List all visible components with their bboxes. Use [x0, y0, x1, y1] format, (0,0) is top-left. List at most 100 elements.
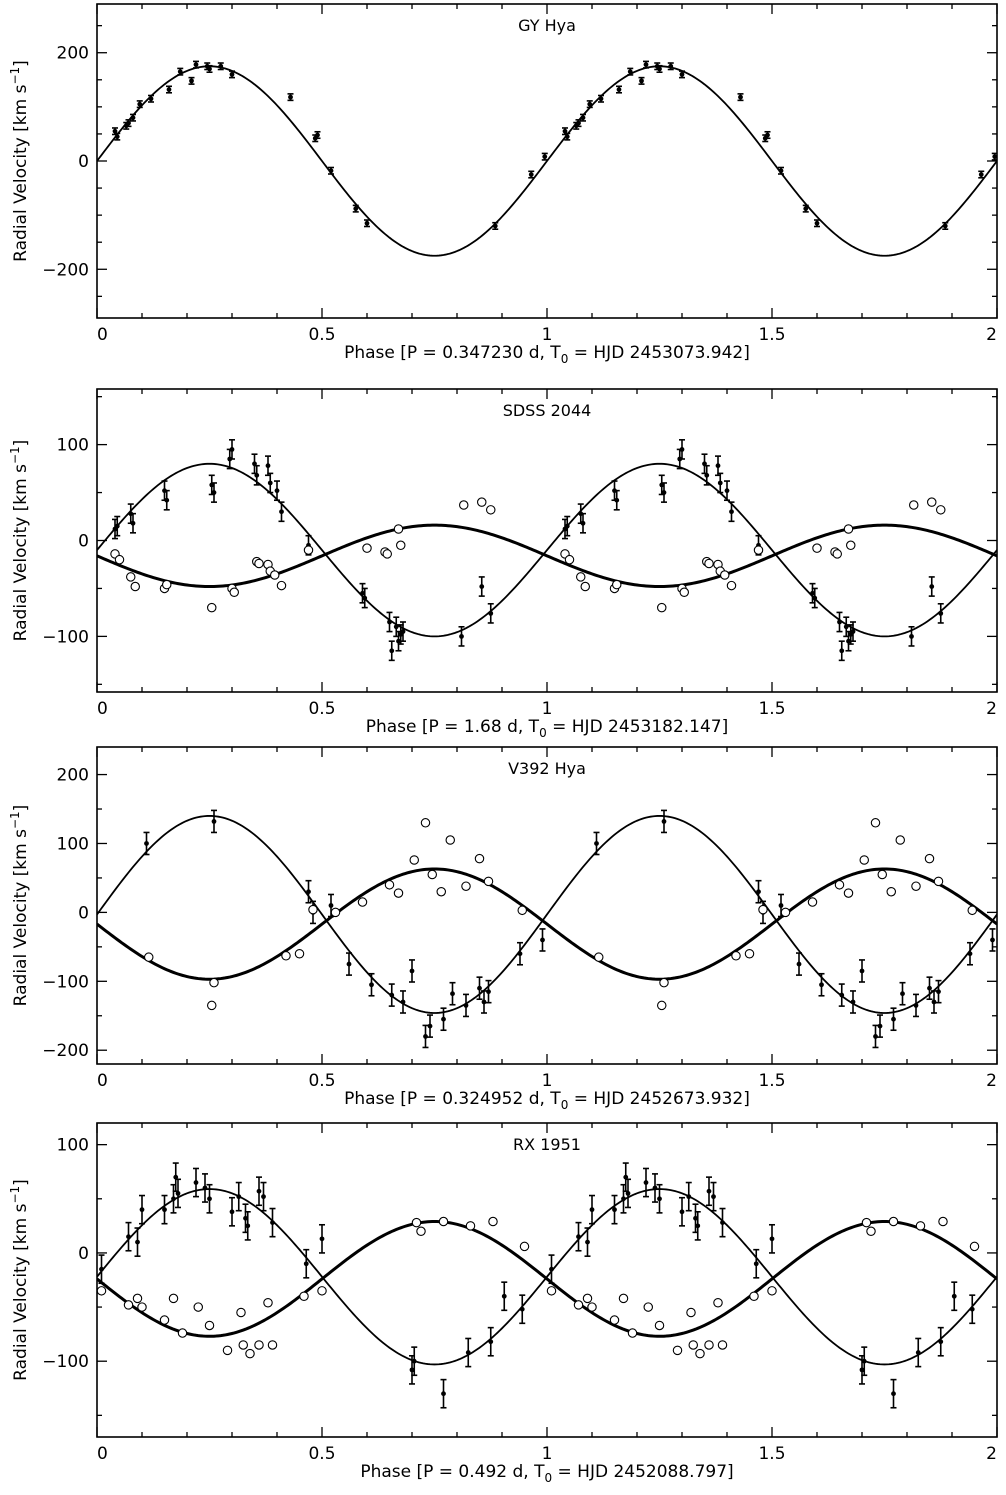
- data-point-open: [114, 554, 125, 565]
- data-point-filled: [256, 1188, 262, 1194]
- x-tick-label: 1: [542, 1444, 553, 1464]
- data-point-filled: [492, 223, 498, 229]
- data-point-open: [317, 1286, 327, 1296]
- plot-area: [97, 60, 997, 257]
- data-point-open: [483, 876, 494, 887]
- fit-curve: [97, 815, 997, 1014]
- data-point-open: [843, 524, 854, 534]
- fit-curve: [97, 867, 997, 981]
- data-point-filled: [135, 1239, 140, 1245]
- y-tick-label: −100: [42, 1352, 89, 1372]
- data-point-filled: [114, 523, 120, 529]
- data-point-open: [726, 580, 737, 591]
- data-point-filled: [625, 1190, 631, 1196]
- data-point-filled: [389, 648, 395, 654]
- data-point-open: [362, 543, 372, 553]
- data-point-open: [812, 543, 822, 553]
- data-point-filled: [501, 1293, 507, 1299]
- data-point-filled: [843, 624, 849, 630]
- data-point-open: [281, 951, 291, 961]
- data-point-filled: [267, 480, 273, 486]
- data-point-filled: [519, 1306, 525, 1312]
- data-point-filled: [441, 1391, 446, 1397]
- y-tick-label: 100: [57, 436, 89, 456]
- data-point-filled: [594, 841, 599, 846]
- data-point-filled: [587, 101, 593, 107]
- data-point-filled: [112, 128, 118, 134]
- data-point-open: [409, 855, 419, 865]
- data-point-filled: [164, 497, 170, 503]
- data-point-open: [861, 1217, 872, 1228]
- data-point-filled: [612, 1207, 617, 1213]
- data-point-filled: [717, 480, 723, 486]
- data-point-open: [137, 1302, 147, 1312]
- data-point-filled: [479, 584, 485, 589]
- data-point-filled: [679, 71, 685, 77]
- data-point-filled: [189, 78, 194, 84]
- data-point-filled: [396, 638, 401, 644]
- data-point-filled: [778, 168, 784, 174]
- data-point-open: [144, 952, 154, 962]
- data-point-filled: [778, 903, 784, 908]
- data-point-open: [704, 1340, 714, 1350]
- fit-curve: [97, 462, 997, 638]
- data-point-filled: [126, 1234, 131, 1240]
- data-point-open: [575, 572, 586, 582]
- data-point-open: [908, 500, 919, 510]
- data-point-filled: [724, 488, 730, 494]
- data-point-filled: [643, 62, 649, 68]
- data-point-open: [207, 602, 217, 613]
- data-point-filled: [481, 999, 487, 1005]
- data-point-filled: [166, 87, 172, 92]
- data-point-filled: [486, 989, 491, 995]
- data-point-open: [488, 1216, 498, 1227]
- data-point-open: [767, 1286, 777, 1296]
- data-point-filled: [441, 1016, 446, 1022]
- data-point-filled: [229, 71, 235, 77]
- data-point-open: [609, 1315, 620, 1325]
- fit-curve: [97, 1188, 997, 1366]
- y-axis-label: Radial Velocity [km s−1]: [8, 440, 31, 642]
- data-point-filled: [686, 1194, 692, 1200]
- data-point-open: [656, 602, 667, 613]
- data-point-filled: [328, 168, 334, 174]
- data-point-filled: [175, 1190, 181, 1196]
- data-point-filled: [488, 1339, 494, 1345]
- data-point-filled: [580, 115, 586, 121]
- data-point-open: [719, 570, 730, 580]
- data-point-filled: [796, 961, 802, 967]
- data-point-filled: [274, 488, 280, 494]
- data-point-filled: [400, 999, 406, 1005]
- data-point-filled: [652, 1185, 658, 1191]
- data-point-open: [222, 1345, 233, 1356]
- x-tick-label: 2: [986, 699, 997, 719]
- data-point-filled: [319, 1236, 325, 1242]
- data-point-open: [126, 572, 136, 582]
- data-point-filled: [465, 1350, 471, 1355]
- chart-panel-0: 0 0.5 1 1.5 2 −200 0 200 GY Hya Phase [P = 0.3472…: [8, 3, 998, 366]
- fit-curve: [97, 65, 997, 257]
- data-point-filled: [564, 134, 570, 140]
- data-point-open: [654, 1320, 665, 1331]
- y-tick-label: 0: [78, 152, 89, 172]
- x-tick-label: 1.5: [758, 325, 785, 345]
- data-point-open: [485, 505, 496, 515]
- data-point-open: [303, 545, 314, 555]
- data-point-filled: [753, 1261, 759, 1267]
- data-point-open: [888, 1216, 899, 1227]
- x-tick-label: 2: [986, 1444, 997, 1464]
- data-point-open: [686, 1307, 696, 1318]
- data-point-open: [780, 907, 791, 918]
- data-point-filled: [576, 120, 581, 126]
- data-point-open: [886, 886, 896, 897]
- data-point-open: [427, 869, 437, 880]
- data-point-open: [97, 1286, 107, 1296]
- data-point-filled: [627, 69, 633, 75]
- data-point-filled: [346, 961, 352, 967]
- data-point-open: [393, 888, 404, 898]
- data-point-open: [168, 1293, 179, 1304]
- data-point-filled: [639, 78, 644, 84]
- data-point-filled: [229, 447, 235, 452]
- data-point-filled: [364, 220, 370, 226]
- data-point-filled: [992, 154, 997, 160]
